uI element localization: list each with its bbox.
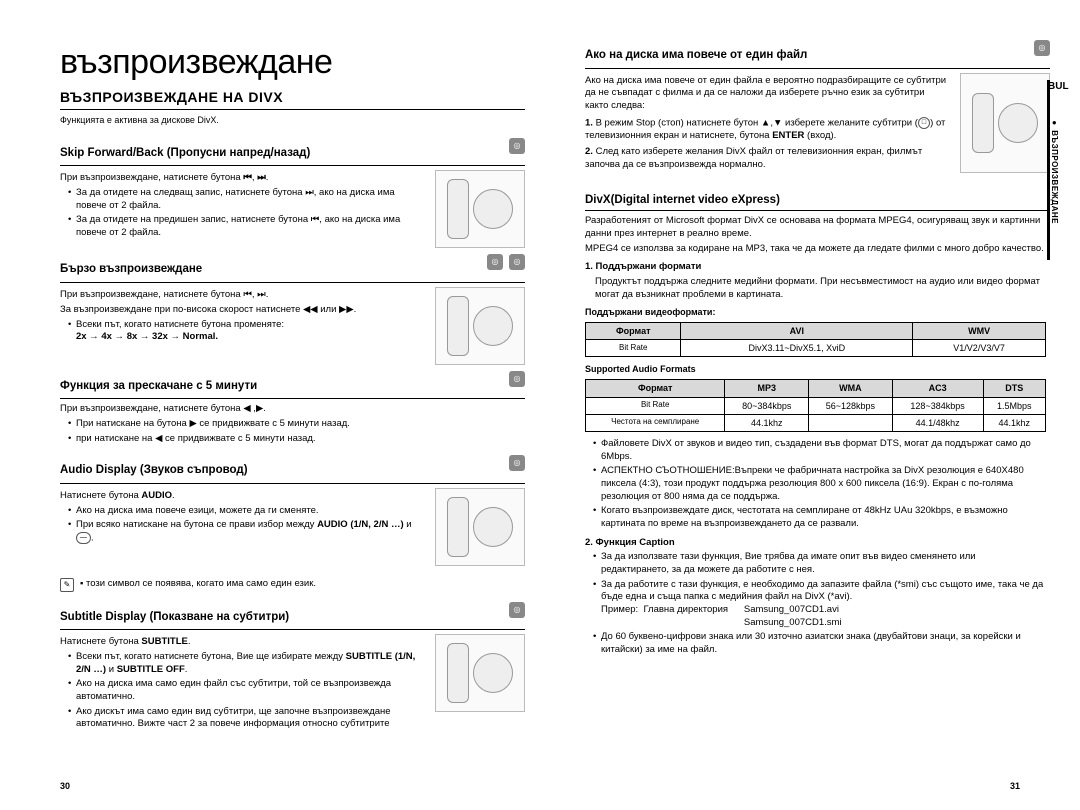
video-formats-table: ФорматAVIWMV Bit RateDivX3.11~DivX5.1, X… — [585, 322, 1046, 357]
page-number-left: 30 — [60, 780, 70, 792]
remote-illustration — [960, 73, 1050, 173]
feature-icon: ◎ — [509, 455, 525, 471]
tab-lang: BUL — [1048, 80, 1068, 94]
h2-multifile: Ако на диска има повече от един файл — [585, 48, 1028, 64]
skip5-body: При възпроизвеждане, натиснете бутона ◀ … — [60, 403, 525, 445]
side-tab: BUL ● ВЪЗПРОИЗВЕЖДАНЕ — [1048, 80, 1068, 223]
remote-illustration — [435, 488, 525, 566]
fast-body: При възпроизвеждане, натиснете бутона ⏮,… — [60, 287, 427, 346]
remote-illustration — [435, 287, 525, 365]
remote-illustration — [435, 634, 525, 712]
feature-icon: ◎ — [1034, 40, 1050, 56]
remote-illustration — [435, 170, 525, 248]
subtitle-body: Натиснете бутона SUBTITLE. Всеки път, ко… — [60, 634, 427, 732]
feature-icon: ◎ — [509, 138, 525, 154]
audio-body: Натиснете бутона AUDIO. Ако на диска има… — [60, 488, 427, 547]
audio-formats-table: ФорматMP3WMAAC3DTS Bit Rate80~384kbps56~… — [585, 379, 1046, 431]
note-icon: ✎ — [60, 578, 74, 592]
left-page: възпроизвеждане ВЪЗПРОИЗВЕЖДАНЕ НА DIVX … — [60, 40, 525, 733]
section-sub: Функцията е активна за дискове DivX. — [60, 114, 525, 126]
note: ✎ ▪ този символ се появява, когато има с… — [60, 578, 525, 592]
divx-body: Разработеният от Microsoft формат DivX с… — [585, 215, 1050, 657]
h2-audio: Audio Display (Звуков съпровод) — [60, 463, 503, 479]
audio-table-caption: Supported Audio Formats — [585, 363, 1046, 375]
feature-icon: ◎ — [509, 254, 525, 270]
tab-bar — [1047, 80, 1050, 260]
h2-skip: Skip Forward/Back (Пропусни напред/назад… — [60, 146, 503, 162]
feature-icon: ◎ — [509, 371, 525, 387]
video-table-caption: Поддържани видеоформати: — [585, 306, 1046, 318]
section-h1: ВЪЗПРОИЗВЕЖДАНЕ НА DIVX — [60, 88, 525, 107]
h2-subtitle: Subtitle Display (Показване на субтитри) — [60, 610, 503, 626]
main-title: възпроизвеждане — [60, 40, 525, 86]
skip-body: При възпроизвеждане, натиснете бутона ⏮,… — [60, 170, 427, 241]
h2-fast: Бързо възпроизвеждане — [60, 262, 481, 278]
feature-icon: ◎ — [487, 254, 503, 270]
h2-skip5: Функция за прескачане с 5 минути — [60, 379, 503, 395]
right-page: Ако на диска има повече от един файл ◎ А… — [585, 40, 1050, 733]
feature-icon: ◎ — [509, 602, 525, 618]
multi-body: Ако на диска има повече от един файла е … — [585, 73, 952, 174]
page-number-right: 31 — [1010, 780, 1020, 792]
h2-divx: DivX(Digital internet video eXpress) — [585, 193, 1050, 209]
